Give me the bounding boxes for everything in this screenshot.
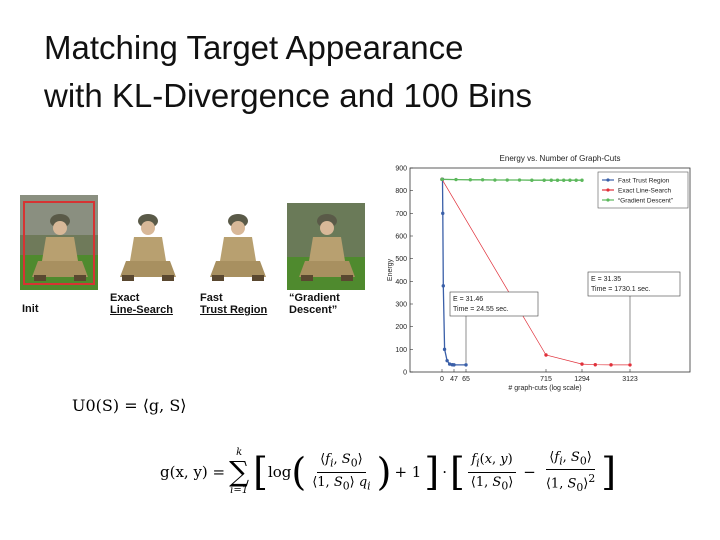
gradient-descent-image: [287, 195, 365, 290]
annotation-line-2: Time = 24.55 sec.: [453, 306, 509, 313]
legend-marker: [606, 178, 610, 182]
legend-label: Fast Trust Region: [618, 178, 670, 185]
series-point: [445, 358, 449, 363]
series-point: [441, 211, 445, 216]
caption-line-2: Line-Search: [110, 304, 173, 316]
legend-label: “Gradient Descent”: [618, 198, 673, 205]
caption-line-1: Fast: [200, 292, 223, 304]
legend-label: Exact Line-Search: [618, 188, 671, 195]
caption-line-2: Trust Region: [200, 304, 268, 316]
caption-line-1: Exact: [110, 292, 140, 304]
log-operator: log: [267, 463, 292, 481]
caption-fast-trust-region: Fast Trust Region: [200, 292, 286, 316]
annotation-line-1: E = 31.35: [591, 276, 621, 283]
series-point: [468, 178, 473, 182]
slide-title: Matching Target Appearance with KL-Diver…: [44, 24, 684, 120]
series-point: [452, 363, 456, 367]
chart-y-label: Energy: [387, 258, 394, 281]
x-tick-label: 0: [440, 376, 444, 383]
thumbnail-fast-trust-region: Fast Trust Region: [198, 195, 276, 316]
series-point: [505, 178, 509, 182]
sum-upper: k: [236, 447, 243, 458]
x-tick-label: 3123: [622, 376, 638, 383]
thumbnail-exact-line-search: Exact Line-Search: [108, 195, 186, 316]
y-tick-label: 500: [395, 256, 407, 263]
y-tick-label: 400: [395, 279, 407, 286]
init-label: Init: [22, 303, 39, 315]
y-tick-label: 0: [403, 370, 407, 377]
legend-marker: [606, 198, 610, 202]
plus-one: + 1: [394, 463, 422, 481]
y-tick-label: 300: [395, 302, 407, 309]
y-tick-label: 200: [395, 324, 407, 331]
series-point: [609, 363, 613, 367]
x-tick-label: 65: [462, 376, 470, 383]
y-tick-label: 800: [395, 188, 407, 195]
series-point: [480, 178, 485, 182]
dot-operator: ·: [442, 463, 447, 481]
series-point: [549, 178, 553, 182]
series-point: [568, 178, 572, 182]
minus-operator: −: [523, 463, 536, 481]
series-point: [454, 177, 458, 182]
series-point: [574, 178, 578, 182]
formula-g-lhs: g(x, y) =: [160, 463, 226, 481]
series-point: [593, 363, 597, 367]
series-point: [517, 178, 522, 182]
legend-marker: [606, 188, 610, 192]
annotation-box: [449, 291, 539, 317]
caption-line-2: Descent”: [289, 304, 338, 316]
series-point: [493, 178, 497, 182]
series-point: [542, 178, 546, 182]
series-point: [464, 363, 468, 367]
annotation-box: [587, 271, 681, 297]
series-point: [555, 178, 560, 182]
series-point: [580, 178, 584, 182]
series-point: [441, 284, 445, 288]
series-point: [544, 353, 548, 357]
x-tick-label: 1294: [574, 376, 590, 383]
y-tick-label: 100: [395, 347, 407, 354]
fraction-2: fi(x, y) ⟨1, S0⟩: [468, 452, 516, 492]
summation-symbol: k ∑ i=1: [229, 447, 250, 496]
caption-gradient-descent: “Gradient Descent”: [289, 292, 375, 316]
exact-line-search-image: [108, 195, 186, 290]
energy-chart: Energy vs. Number of Graph-Cuts Energy #…: [370, 150, 700, 398]
fast-trust-region-image: [198, 195, 276, 290]
x-tick-label: 715: [540, 376, 552, 383]
fraction-1: ⟨fi, S0⟩ ⟨1, S0⟩ qi: [312, 451, 371, 493]
title-line-2: with KL-Divergence and 100 Bins: [44, 77, 532, 114]
chart-title: Energy vs. Number of Graph-Cuts: [500, 154, 621, 163]
y-tick-label: 900: [395, 166, 407, 173]
annotation-line-1: E = 31.46: [453, 296, 483, 303]
formula-u0: U0(S) = ⟨g, S⟩: [72, 396, 187, 415]
chart-x-label: # graph-cuts (log scale): [508, 385, 581, 392]
y-tick-label: 600: [395, 234, 407, 241]
title-line-1: Matching Target Appearance: [44, 29, 464, 66]
selection-box: [23, 201, 95, 285]
series-line: [441, 179, 630, 366]
fraction-3: ⟨fi, S0⟩ ⟨1, S0⟩2: [545, 449, 596, 495]
init-image: [20, 195, 98, 290]
formula-g: g(x, y) = k ∑ i=1 [ log ( ⟨fi, S0⟩ ⟨1, S…: [160, 447, 617, 496]
y-tick-label: 700: [395, 211, 407, 218]
series-point: [447, 362, 452, 366]
series-point: [530, 178, 534, 182]
caption-exact-line-search: Exact Line-Search: [110, 292, 196, 316]
series-point: [580, 362, 584, 366]
energy-chart-svg: Energy vs. Number of Graph-Cuts Energy #…: [387, 154, 691, 392]
annotation-line-2: Time = 1730.1 sec.: [591, 286, 651, 293]
thumbnail-gradient-descent: “Gradient Descent”: [287, 195, 365, 316]
series-point: [440, 177, 444, 182]
series-point: [442, 347, 447, 352]
sum-lower: i=1: [230, 485, 249, 496]
x-tick-label: 47: [450, 376, 458, 383]
series-point: [562, 178, 566, 182]
caption-line-1: “Gradient: [289, 292, 340, 304]
series-point: [628, 363, 632, 367]
thumbnail-init: [20, 195, 98, 316]
